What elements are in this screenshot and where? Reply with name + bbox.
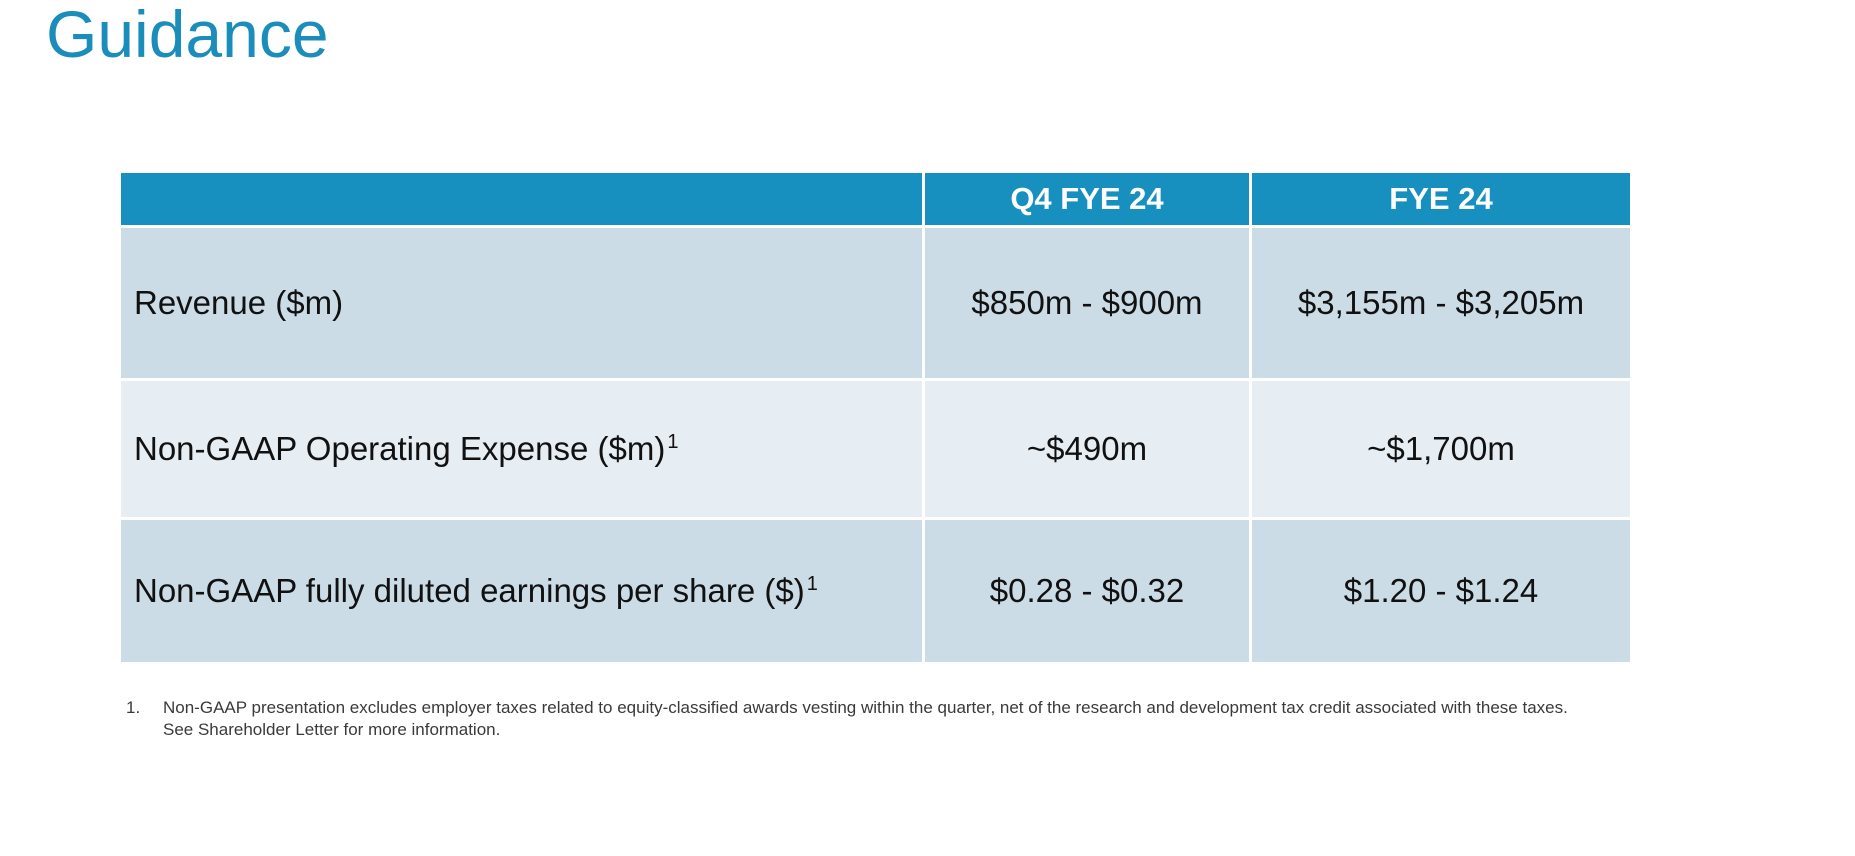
row-label-revenue: Revenue ($m)	[118, 225, 925, 381]
footnote-marker: 1	[667, 431, 679, 453]
table-header: Q4 FYE 24 FYE 24	[118, 170, 1633, 228]
operating-expense-q4-value: ~$490m	[922, 378, 1252, 520]
header-q4-fye-24: Q4 FYE 24	[922, 170, 1252, 228]
header-label-cell	[118, 170, 925, 228]
operating-expense-fy-value: ~$1,700m	[1249, 378, 1633, 520]
table-row-operating-expense: Non-GAAP Operating Expense ($m) 1 ~$490m …	[118, 378, 1633, 520]
header-fye-24: FYE 24	[1249, 170, 1633, 228]
row-label-operating-expense: Non-GAAP Operating Expense ($m) 1	[118, 378, 925, 520]
revenue-q4-value: $850m - $900m	[922, 225, 1252, 381]
footnote-marker: 1	[806, 573, 818, 595]
row-label-text: Revenue ($m)	[134, 284, 344, 321]
eps-q4-value: $0.28 - $0.32	[922, 517, 1252, 665]
page-title: Guidance	[46, 0, 329, 71]
guidance-table: Q4 FYE 24 FYE 24 Revenue ($m) $850m - $9…	[118, 170, 1633, 665]
header-row: Q4 FYE 24 FYE 24	[118, 170, 1633, 228]
footnote-number: 1.	[126, 698, 141, 717]
footnote-line-1: Non-GAAP presentation excludes employer …	[163, 698, 1568, 717]
row-label-eps: Non-GAAP fully diluted earnings per shar…	[118, 517, 925, 665]
revenue-fy-value: $3,155m - $3,205m	[1249, 225, 1633, 381]
footnote: 1. Non-GAAP presentation excludes employ…	[126, 697, 1726, 741]
table-row-revenue: Revenue ($m) $850m - $900m $3,155m - $3,…	[118, 225, 1633, 381]
eps-fy-value: $1.20 - $1.24	[1249, 517, 1633, 665]
row-label-text: Non-GAAP fully diluted earnings per shar…	[134, 572, 805, 609]
row-label-text: Non-GAAP Operating Expense ($m)	[134, 430, 666, 467]
footnote-line-2: See Shareholder Letter for more informat…	[163, 720, 501, 739]
footnote-text: Non-GAAP presentation excludes employer …	[163, 697, 1726, 741]
table-row-eps: Non-GAAP fully diluted earnings per shar…	[118, 517, 1633, 665]
